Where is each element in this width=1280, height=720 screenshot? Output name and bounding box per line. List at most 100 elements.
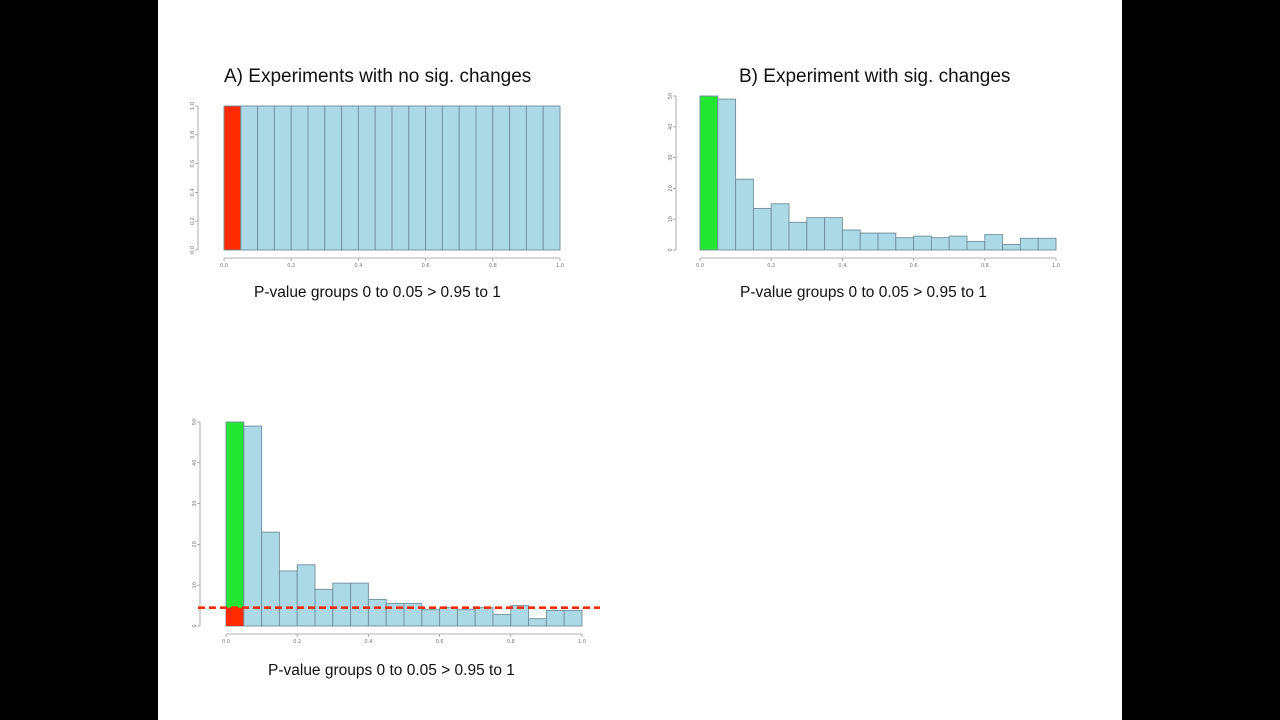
- bar: [528, 618, 547, 627]
- bar: [374, 105, 393, 251]
- bar: [290, 105, 309, 251]
- chart-b: 0 10 20 30 40 50 0.0 0.2 0.4 0.6 0.8 1.0: [668, 93, 1060, 269]
- bar: [806, 217, 826, 251]
- bar: [877, 232, 897, 251]
- bar: [735, 178, 754, 251]
- bar: [240, 105, 259, 251]
- x-tick-label: 0.4: [838, 263, 846, 269]
- bar: [408, 105, 427, 251]
- bar: [752, 207, 772, 251]
- y-tick-label: 0: [192, 624, 198, 627]
- x-tick-label: 0.6: [436, 639, 444, 645]
- y-tick-label: 30: [192, 500, 198, 506]
- bar: [278, 570, 298, 627]
- bar: [474, 607, 494, 627]
- y-tick-label: 10: [192, 582, 198, 588]
- x-tick-label: 0.0: [220, 263, 228, 269]
- x-tick-label: 0.0: [222, 639, 230, 645]
- chart-b-title: B) Experiment with sig. changes: [739, 66, 1011, 87]
- y-tick-label: 0.2: [190, 217, 196, 225]
- y-tick-label: 20: [668, 185, 674, 191]
- bar: [948, 235, 968, 251]
- x-tick-label: 0.6: [422, 263, 430, 269]
- bar: [243, 425, 263, 627]
- bar: [456, 609, 476, 627]
- bar: [984, 234, 1004, 251]
- bar: [492, 105, 511, 251]
- bar: [439, 607, 458, 627]
- chart-a-title: A) Experiments with no sig. changes: [224, 66, 532, 87]
- x-tick-label: 0.6: [910, 263, 918, 269]
- bar: [1002, 244, 1021, 251]
- y-tick-label: 10: [668, 216, 674, 222]
- bar: [824, 217, 843, 251]
- bar: [717, 98, 737, 251]
- bar: [930, 237, 950, 251]
- y-tick-label: 40: [192, 460, 198, 466]
- bar: [332, 582, 352, 627]
- bar: [273, 105, 292, 251]
- x-tick-label: 0.8: [507, 639, 515, 645]
- bar: [421, 609, 441, 627]
- bar: [770, 203, 790, 251]
- bar: [458, 105, 477, 251]
- bar: [261, 531, 280, 627]
- y-tick-label: 0.8: [190, 131, 196, 139]
- y-tick-label: 30: [668, 154, 674, 160]
- y-tick-label: 50: [192, 419, 198, 425]
- bar: [357, 105, 376, 251]
- bar: [563, 610, 583, 627]
- bar: [1019, 237, 1039, 251]
- bar: [367, 599, 387, 627]
- x-tick-label: 0.2: [287, 263, 295, 269]
- slide: A) Experiments with no sig. changes 0.0 0…: [158, 0, 1122, 720]
- bar-significant: [699, 95, 719, 251]
- chart-c-caption: P-value groups 0 to 0.05 > 0.95 to 1: [268, 662, 515, 679]
- y-tick-label: 0.6: [190, 160, 196, 168]
- y-tick-label: 0: [668, 248, 674, 251]
- y-tick-label: 0.0: [190, 246, 196, 254]
- y-tick-label: 50: [668, 93, 674, 99]
- bar: [307, 105, 326, 251]
- bar: [1037, 237, 1057, 251]
- x-tick-label: 1.0: [1052, 263, 1060, 269]
- bar: [509, 105, 527, 251]
- bar: [492, 614, 512, 627]
- x-tick-label: 0.8: [489, 263, 497, 269]
- chart-b-caption: P-value groups 0 to 0.05 > 0.95 to 1: [740, 284, 987, 301]
- x-tick-label: 0.0: [696, 263, 704, 269]
- bar-significant: [225, 421, 245, 627]
- bar: [895, 237, 915, 251]
- x-tick-label: 1.0: [578, 639, 586, 645]
- x-tick-label: 0.4: [364, 639, 372, 645]
- y-tick-label: 20: [192, 541, 198, 547]
- bar-false-positive: [226, 607, 244, 626]
- x-tick-label: 0.8: [981, 263, 989, 269]
- x-tick-label: 0.4: [354, 263, 362, 269]
- bar: [391, 105, 410, 251]
- bar: [542, 105, 561, 251]
- bar: [788, 221, 808, 251]
- bar: [296, 564, 316, 627]
- bar-significant: [223, 105, 242, 251]
- bar: [425, 105, 443, 251]
- bar: [913, 235, 932, 251]
- bar: [441, 105, 460, 251]
- bar: [841, 229, 861, 251]
- bar: [966, 240, 986, 251]
- bar: [545, 610, 565, 627]
- bar: [525, 105, 544, 251]
- chart-a-caption: P-value groups 0 to 0.05 > 0.95 to 1: [254, 284, 501, 301]
- bar: [510, 605, 530, 627]
- bar: [475, 105, 494, 251]
- chart-a: 0.0 0.2 0.4 0.6 0.8 1.0 0.0 0.2 0.4 0.6 0.8 1.0: [190, 102, 564, 269]
- bar: [859, 232, 879, 251]
- x-tick-label: 0.2: [293, 639, 301, 645]
- bar: [257, 105, 275, 251]
- x-tick-label: 1.0: [556, 263, 564, 269]
- bar: [341, 105, 359, 251]
- x-tick-label: 0.2: [767, 263, 775, 269]
- y-tick-label: 40: [668, 124, 674, 130]
- bar: [324, 105, 343, 251]
- y-tick-label: 0.4: [190, 188, 196, 196]
